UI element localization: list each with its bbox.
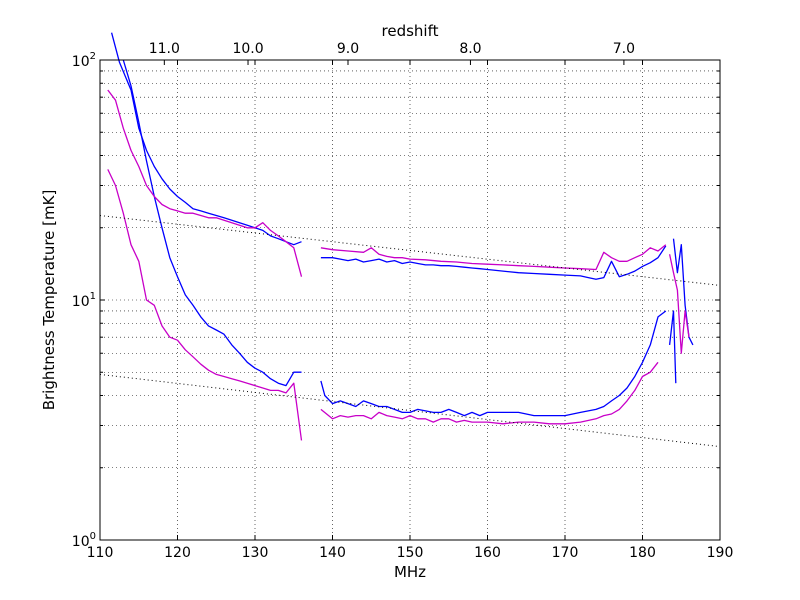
x-tick-label: 180 (629, 545, 656, 561)
series-line (320, 361, 659, 425)
x-tick-label: 160 (474, 545, 501, 561)
grid (100, 60, 720, 540)
series-line (122, 59, 302, 387)
ticks (99, 59, 721, 541)
series-line (320, 245, 667, 280)
redshift-tick-label: 8.0 (459, 41, 481, 57)
series-line (107, 169, 303, 441)
x-axis-label: MHz (394, 563, 426, 581)
series-line (107, 89, 303, 277)
series-line (320, 244, 667, 271)
x-tick-label: 170 (552, 545, 579, 561)
x-tick-label: 140 (319, 545, 346, 561)
redshift-tick-label: 9.0 (337, 41, 359, 57)
series-line (110, 32, 302, 246)
reference-line (99, 373, 721, 448)
x-tick-label: 110 (87, 545, 114, 561)
top-axis-label: redshift (382, 22, 439, 40)
series-line (668, 254, 690, 354)
series-line (668, 310, 677, 384)
y-axis-label: Brightness Temperature [mK] (40, 190, 58, 411)
redshift-tick-label: 7.0 (613, 41, 635, 57)
tick-labels: 110 120 130 140 150 160 170 180 190 100 101 102 11.0… (72, 41, 734, 561)
series-line (320, 310, 667, 417)
x-tick-label: 190 (707, 545, 734, 561)
redshift-tick-label: 10.0 (232, 41, 263, 57)
x-tick-label: 130 (242, 545, 269, 561)
redshift-tick-label: 11.0 (149, 41, 180, 57)
x-tick-label: 150 (397, 545, 424, 561)
x-tick-label: 120 (164, 545, 191, 561)
series-line (672, 238, 694, 346)
y-tick-label: 101 (72, 291, 96, 310)
y-tick-label: 102 (72, 51, 96, 70)
series-layer (99, 32, 721, 448)
y-tick-label: 100 (72, 531, 96, 550)
